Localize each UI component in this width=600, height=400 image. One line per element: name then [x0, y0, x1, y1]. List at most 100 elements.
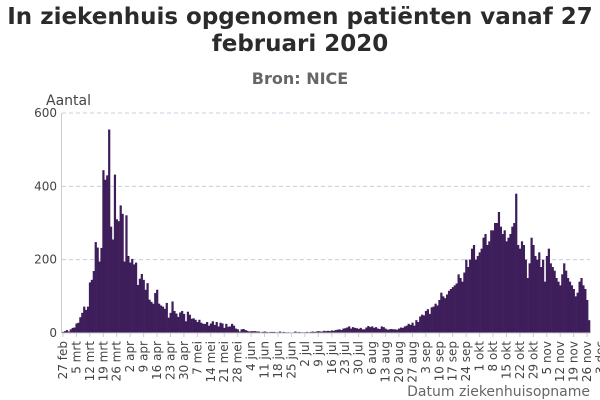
bar — [81, 312, 84, 333]
x-tick-label: 4 jun — [244, 341, 258, 371]
x-tick-label: 26 nov — [580, 341, 594, 382]
bar — [505, 241, 508, 333]
bar — [67, 331, 70, 333]
bar — [254, 331, 257, 333]
bar — [492, 230, 495, 333]
bar — [405, 325, 408, 333]
bar — [250, 331, 253, 333]
bar — [186, 311, 190, 333]
bar — [511, 226, 514, 333]
bar — [359, 327, 362, 333]
bar — [63, 331, 67, 333]
bar — [69, 329, 72, 333]
bar — [332, 330, 335, 333]
bar — [476, 256, 479, 333]
bar — [436, 305, 439, 333]
bar — [336, 329, 339, 333]
bar — [211, 321, 214, 333]
bar — [230, 323, 234, 333]
bar — [413, 325, 416, 333]
bar — [482, 237, 485, 333]
bar — [582, 285, 585, 333]
bar — [115, 219, 118, 333]
bar — [426, 309, 430, 333]
bar — [165, 302, 168, 333]
bar — [453, 285, 456, 333]
bar — [455, 283, 458, 333]
bar — [576, 292, 579, 333]
bar — [133, 264, 136, 333]
bar — [242, 328, 245, 333]
bar — [499, 226, 502, 333]
bar — [495, 223, 499, 333]
bar — [62, 331, 65, 333]
bar — [113, 174, 117, 333]
bar — [574, 296, 577, 333]
bar — [158, 303, 161, 333]
bar — [390, 328, 393, 333]
bar — [386, 329, 389, 333]
bar — [478, 252, 481, 333]
x-tick-label: 9 jul — [311, 341, 325, 367]
bar — [148, 299, 151, 333]
bar — [486, 245, 489, 333]
bar — [507, 237, 510, 333]
bar — [315, 331, 318, 333]
bar — [447, 290, 451, 333]
x-tick-label: 30 apr — [177, 341, 191, 380]
bar — [497, 212, 501, 333]
bar — [513, 223, 516, 333]
bar — [119, 205, 122, 333]
bar — [117, 221, 120, 333]
x-tick-label: 25 jun — [284, 341, 298, 379]
bar — [565, 270, 568, 333]
x-tick-label: 17 sep — [446, 341, 460, 381]
x-tick-label: 3 dec — [594, 341, 600, 374]
bar — [434, 303, 437, 333]
bar — [446, 294, 449, 333]
bar — [553, 270, 556, 333]
bar — [215, 322, 218, 333]
bar — [484, 234, 487, 333]
bar — [248, 331, 251, 333]
bar — [494, 223, 497, 333]
x-tick-label: 15 okt — [499, 341, 513, 379]
bar — [163, 308, 166, 333]
bar — [415, 320, 418, 333]
bar — [409, 324, 412, 333]
bar — [440, 292, 443, 333]
bar — [232, 325, 236, 333]
bar — [432, 306, 435, 333]
x-tick-label: 26 mrt — [110, 341, 124, 382]
bar — [90, 279, 94, 333]
bar — [121, 213, 124, 333]
bar — [472, 245, 476, 333]
x-tick-label: 10 sep — [432, 341, 446, 381]
bar — [144, 289, 147, 333]
bar — [503, 230, 506, 333]
bar — [411, 322, 414, 333]
bar — [111, 239, 115, 333]
bar — [305, 331, 309, 333]
x-tick-label: 7 mei — [190, 341, 204, 375]
bar — [342, 328, 345, 333]
bar — [171, 301, 174, 333]
bar — [355, 328, 358, 333]
bar — [246, 330, 249, 333]
bar — [326, 330, 330, 333]
bar — [131, 258, 134, 333]
bar — [438, 300, 441, 333]
bar — [150, 301, 153, 333]
bar — [346, 327, 349, 333]
bar — [399, 327, 403, 333]
bar — [313, 331, 316, 333]
bar — [522, 245, 526, 333]
bar — [317, 331, 320, 333]
bar — [382, 327, 385, 333]
bar — [340, 330, 343, 333]
bar — [361, 329, 364, 333]
x-tick-label: 11 jun — [258, 341, 272, 379]
bar — [125, 215, 128, 333]
bar — [198, 319, 201, 333]
